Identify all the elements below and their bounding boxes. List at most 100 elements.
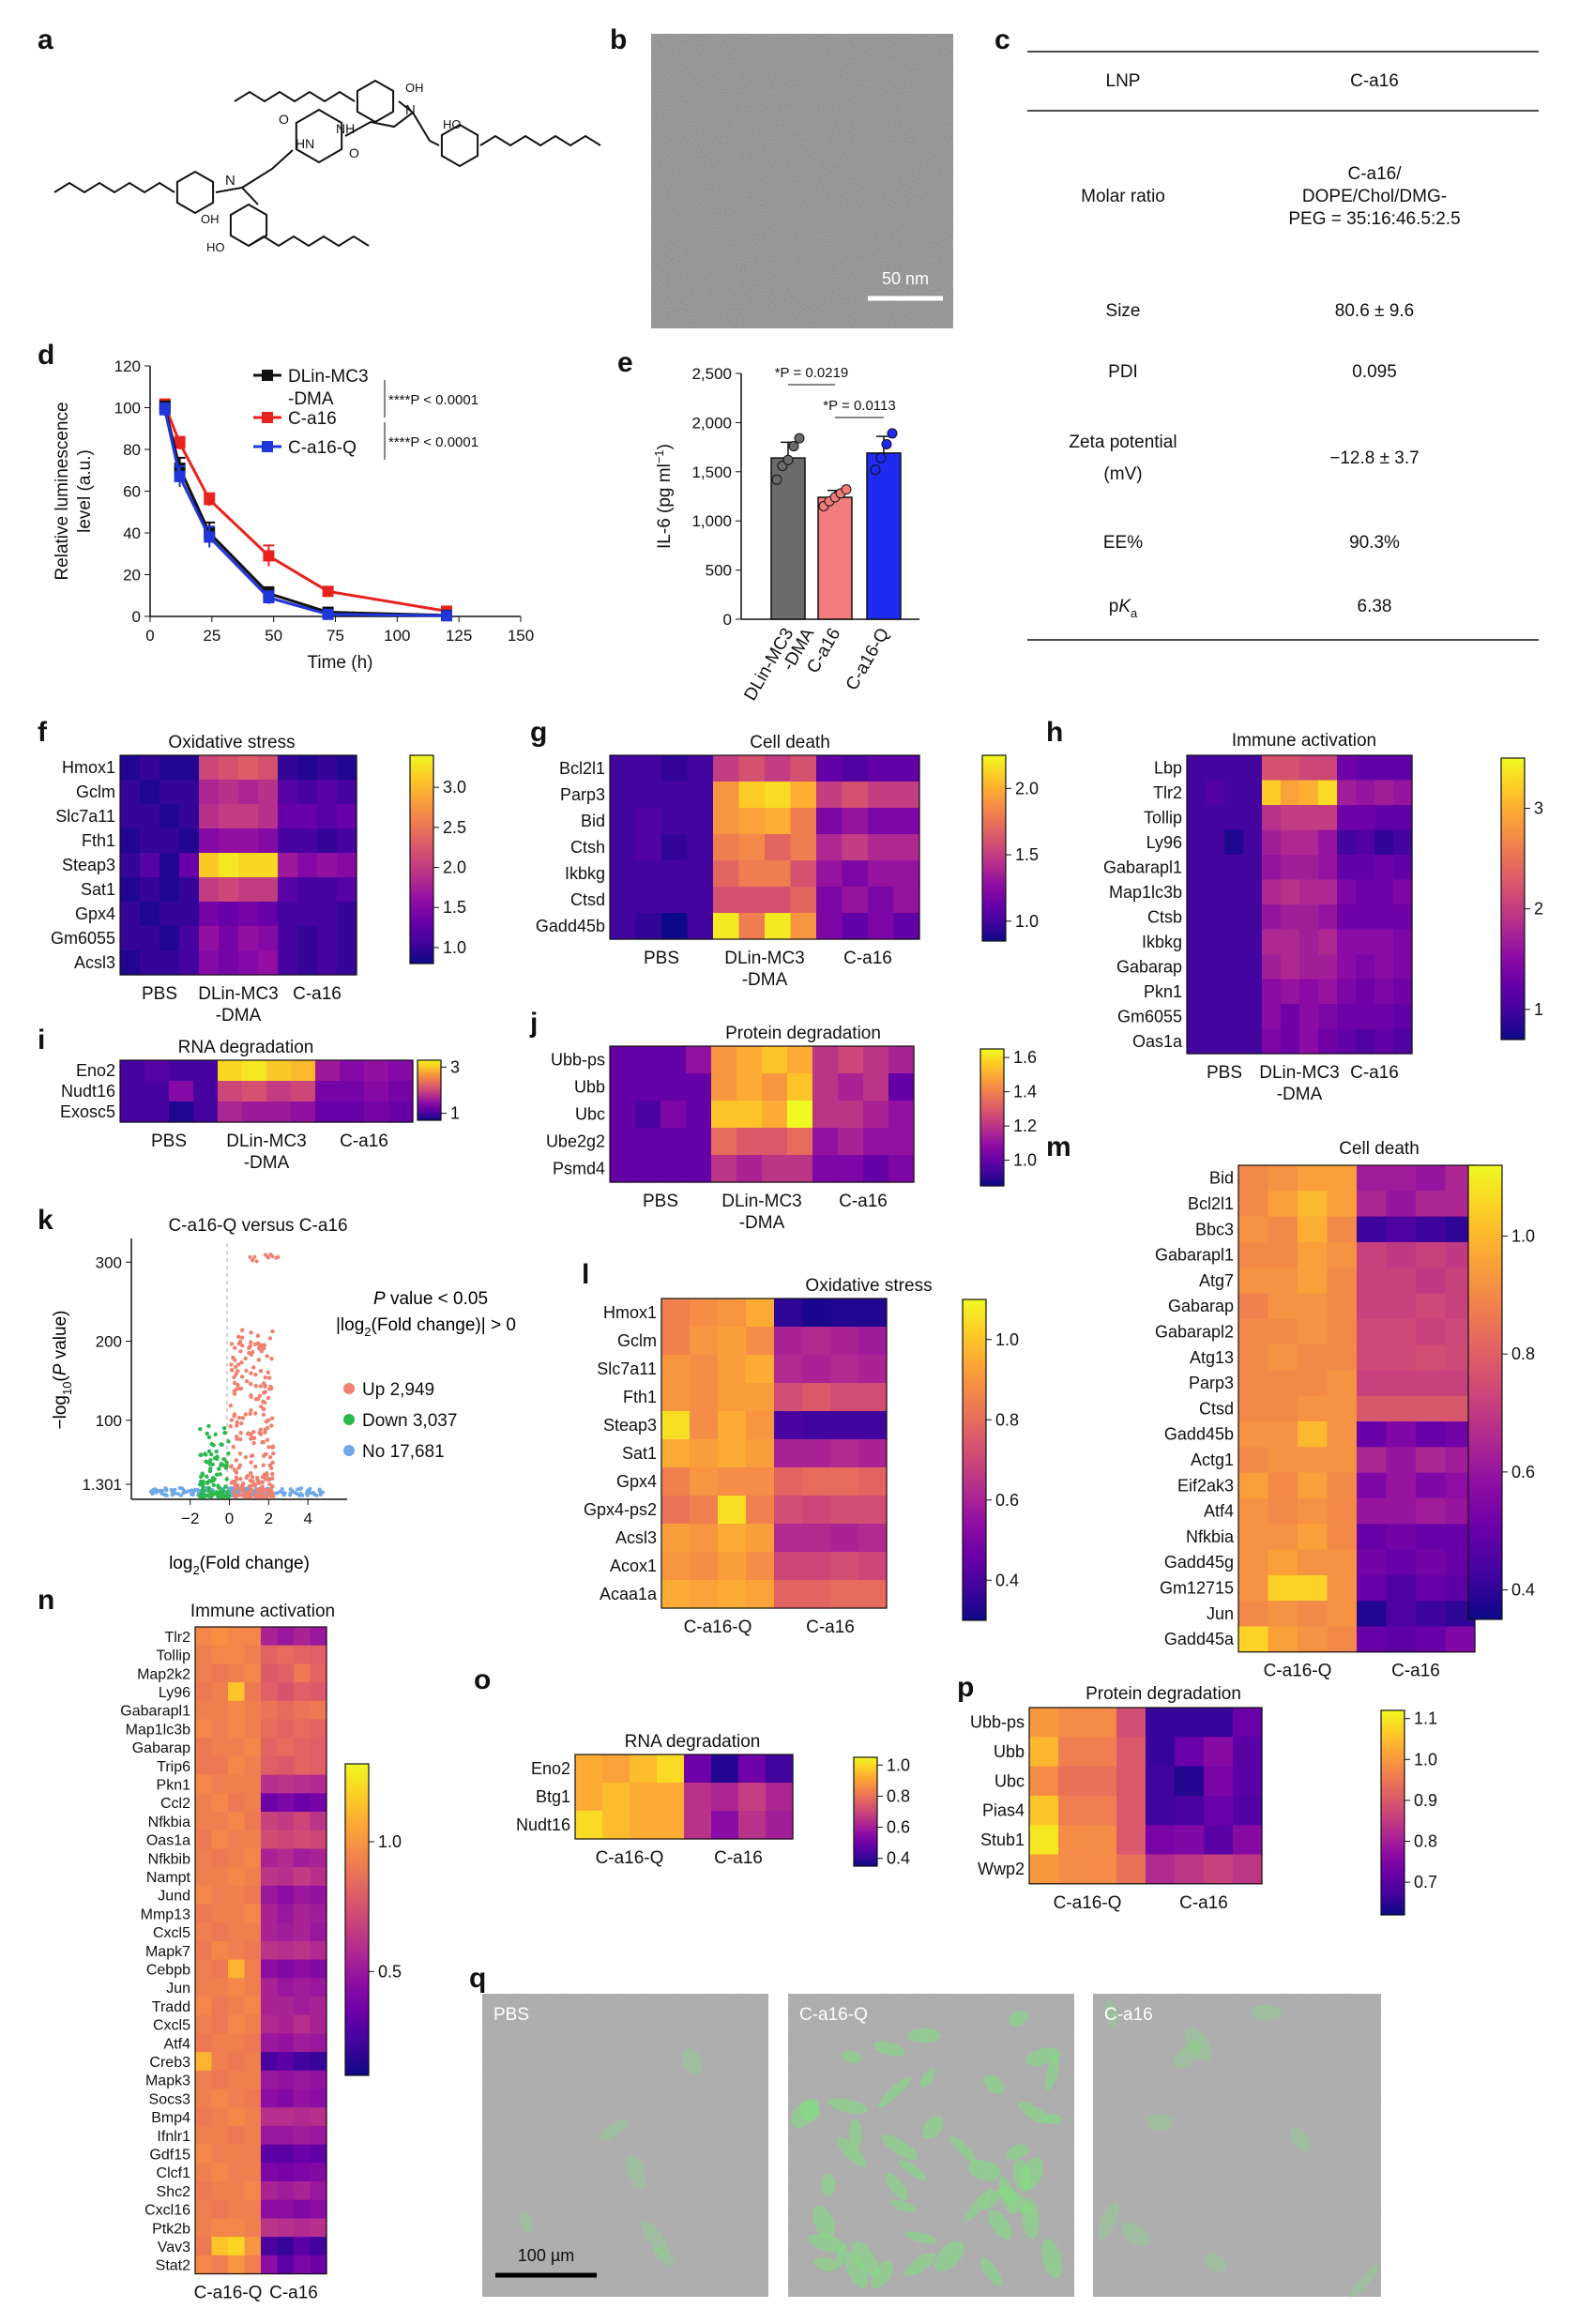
heatmap-cell [1393,805,1413,831]
heatmap-cell [1281,929,1300,955]
heatmap-cell [738,1783,767,1812]
heatmap-cell [297,804,318,829]
heatmap-cell [388,1060,414,1082]
heatmap-cell [140,853,160,878]
heatmap-cell [1233,1708,1263,1738]
heatmap-cell [211,1645,229,1664]
column-group-label: PBS [151,1132,187,1151]
volcano-point-up [244,1368,249,1374]
heatmap-cell [261,1755,279,1776]
heatmap-cell [228,2199,246,2219]
row-label: Atg7 [1199,1271,1234,1290]
heatmap-cell [718,1299,747,1328]
fluorescent-cell [873,2041,905,2057]
heatmap-cell [1299,855,1319,881]
heatmap-cell [1206,755,1225,782]
heatmap-cell [238,853,259,878]
heatmap-cell [144,1060,170,1082]
volcano-point-up [239,1335,245,1340]
heatmap-cell [261,2033,279,2053]
heatmap-cell [1299,1028,1319,1055]
heatmap-cell [838,1046,864,1074]
heatmap-cell [277,2070,295,2090]
heatmap-cell [868,834,895,861]
heatmap-cell [802,1355,831,1384]
row-label: Ifnlr1 [157,2129,190,2145]
heatmap-cell [774,1299,803,1328]
colorbar-tick-label: 0.8 [1414,1832,1437,1851]
heatmap-cell [802,1580,831,1609]
legend-marker [343,1414,355,1425]
volcano-point-up [274,1255,279,1260]
heatmap-cell [1116,1795,1146,1826]
heatmap-cell [337,804,357,829]
alkyl-chain [234,90,356,103]
heatmap-cell [244,1885,262,1906]
heatmap-frame [574,1754,794,1840]
alkyl-chain [479,134,601,147]
volcano-point-up [228,1424,234,1429]
heatmap-cell [838,1128,864,1156]
x-tick-label: 50 [265,627,282,645]
heatmap-cell [660,1101,687,1129]
heatmap-cell [1416,1549,1447,1576]
volcano-point-down [213,1432,218,1437]
heatmap-cell [294,2199,311,2219]
data-point [204,531,216,543]
heatmap-cell [277,2144,295,2164]
heatmap-cell [1357,1447,1388,1474]
volcano-point-up [259,1490,265,1495]
volcano-point-up [265,1354,269,1359]
heatmap-cell [1327,1549,1358,1576]
volcano-point-up [265,1472,269,1478]
heatmap-cell [228,2052,246,2072]
heatmap-cell [228,2181,246,2201]
heatmap-cell [830,1411,859,1440]
heatmap-cell [661,1467,691,1496]
heatmap-cell [746,1355,775,1384]
heatmap-cell [297,902,318,927]
heatmap-cell [244,1959,262,1979]
heatmap-cell [195,1904,213,1923]
heatmap-cell [858,1439,888,1468]
volcano-point-up [266,1445,271,1450]
heatmap-cell [1116,1766,1146,1797]
row-value: 0.095 [1352,362,1397,382]
heatmap-cell [1058,1737,1088,1768]
row-label: Tradd [152,1999,190,2015]
heatmap-cell [575,1783,603,1812]
volcano-point-no [230,1486,235,1491]
heatmap-cell [199,902,220,927]
row-label: Bmp4 [151,2110,190,2126]
heatmap-cell [1262,929,1282,955]
heatmap-cell [195,1700,213,1721]
bond [241,149,294,189]
heatmap-cell [661,1299,691,1328]
heatmap-cell [211,2033,229,2053]
heatmap-cell [746,1580,775,1609]
panel-letter-i: i [38,1025,45,1056]
volcano-point-up [248,1479,252,1483]
heatmap-cell [291,1060,316,1082]
volcano-point-up [253,1465,258,1469]
heatmap-cell [830,1496,859,1525]
row-label: Jun [166,1981,190,1997]
heatmap-title: Oxidative stress [168,733,295,752]
row-label: Jun [1207,1604,1234,1623]
volcano-point-down [214,1449,219,1454]
heatmap-cell [687,860,714,888]
heatmap-cell [277,1848,295,1868]
row-value: C-a16 [1350,71,1399,91]
heatmap-cell [261,2255,279,2275]
row-label: Ly96 [159,1685,190,1701]
volcano-point-up [233,1364,238,1370]
volcano-point-up [253,1383,258,1389]
heatmap-cell [261,1867,279,1887]
heatmap-cell [1281,1028,1300,1055]
heatmap-cell [364,1060,389,1082]
heatmap-cell [690,1524,719,1553]
legend-label: Down 3,037 [362,1411,457,1431]
heatmap-cell [277,1700,295,1721]
heatmap-cell [317,755,338,781]
heatmap-cell [1243,805,1263,831]
